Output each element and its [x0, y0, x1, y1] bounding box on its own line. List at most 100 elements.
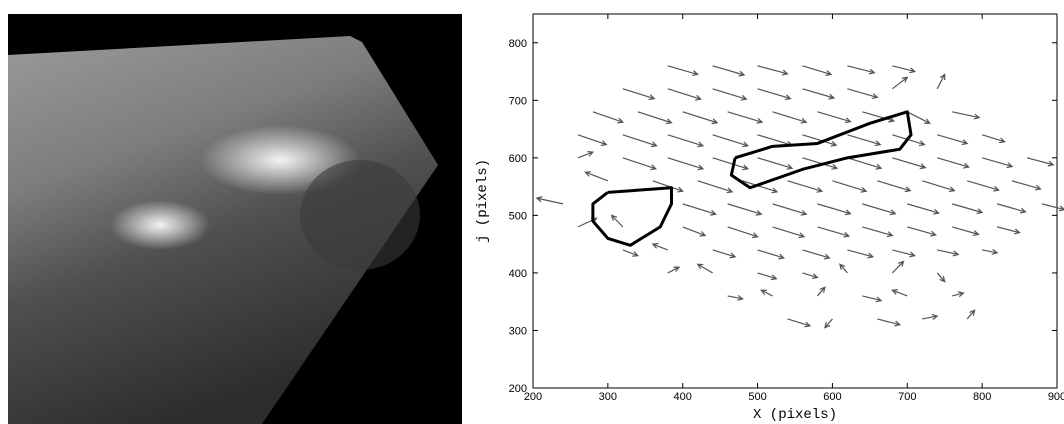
x-tick-label: 500	[748, 391, 766, 403]
arrow	[802, 272, 819, 280]
arrow	[727, 111, 764, 124]
arrow	[802, 65, 833, 76]
arrow	[907, 111, 931, 124]
arrow	[727, 203, 763, 216]
arrow	[757, 157, 794, 170]
arrow	[839, 263, 848, 274]
arrow	[877, 318, 902, 327]
arrow	[667, 157, 705, 171]
arrow	[727, 226, 759, 239]
x-tick-label: 700	[898, 391, 916, 403]
arrow	[682, 111, 719, 125]
arrow	[757, 272, 778, 281]
y-tick-label: 600	[509, 153, 527, 165]
arrow	[577, 134, 608, 146]
arrow	[832, 180, 868, 193]
y-tick-label: 500	[509, 210, 527, 222]
arrow	[862, 226, 894, 238]
arrow	[712, 134, 750, 148]
arrow	[667, 134, 705, 148]
arrow	[682, 203, 717, 216]
arrow	[802, 134, 838, 147]
arrow	[727, 294, 744, 301]
arrow	[584, 171, 609, 182]
arrow	[667, 88, 702, 101]
arrow	[651, 243, 668, 251]
arrow	[996, 226, 1021, 235]
x-tick-label: 300	[599, 391, 617, 403]
arrow	[535, 196, 564, 205]
arrow	[847, 249, 875, 259]
x-tick-label: 200	[524, 391, 542, 403]
photo-shadow	[300, 160, 420, 270]
arrow	[772, 203, 808, 216]
arrow	[787, 180, 824, 193]
arrow	[907, 203, 941, 215]
y-tick-label: 800	[509, 38, 527, 50]
arrow	[967, 180, 1000, 192]
x-tick-label: 400	[674, 391, 692, 403]
arrow	[622, 88, 656, 101]
arrow	[891, 289, 908, 297]
arrow	[682, 226, 707, 237]
arrow	[877, 180, 912, 193]
arrow	[892, 157, 927, 170]
x-tick-label: 900	[1048, 391, 1064, 403]
arrow	[697, 180, 734, 194]
arrow	[1041, 203, 1064, 212]
arrow	[847, 157, 883, 170]
arrow	[996, 203, 1027, 214]
y-tick-label: 400	[509, 268, 527, 280]
arrow	[637, 111, 673, 125]
arrow	[922, 313, 939, 320]
arrow	[824, 318, 833, 329]
contour	[591, 186, 673, 247]
arrow	[982, 248, 999, 255]
arrow	[802, 249, 831, 260]
arrow	[757, 249, 786, 260]
arrow	[787, 318, 812, 328]
arrow	[952, 291, 965, 298]
arrow	[712, 249, 737, 259]
arrow	[937, 157, 970, 169]
arrow	[742, 180, 779, 194]
y-axis-label: j (pixels)	[475, 159, 491, 243]
arrow	[817, 203, 852, 216]
arrow	[802, 88, 836, 100]
arrow	[862, 295, 883, 303]
arrow	[712, 157, 750, 171]
arrow	[712, 88, 748, 101]
x-axis-label: X (pixels)	[753, 407, 837, 423]
arrow	[862, 203, 897, 216]
arrow	[592, 111, 625, 124]
arrow	[981, 134, 1006, 144]
arrow	[802, 157, 839, 170]
arrow	[757, 65, 789, 76]
y-tick-label: 300	[509, 325, 527, 337]
arrow	[1011, 180, 1042, 191]
arrow	[937, 249, 960, 257]
arrow	[760, 289, 773, 297]
arrow	[892, 249, 917, 258]
plot-area: 200 300 400 500 600 700 800 900 200 300 400 500 600 7…	[509, 14, 1064, 403]
arrow	[862, 111, 896, 123]
arrow	[610, 214, 624, 228]
y-tick-label: 200	[509, 383, 527, 395]
arrow	[667, 266, 681, 274]
arrow	[847, 65, 876, 75]
arrow	[1026, 157, 1055, 167]
arrow	[922, 180, 956, 193]
arrow	[892, 65, 917, 74]
photo-panel	[8, 14, 462, 424]
arrow	[772, 226, 806, 239]
arrow	[712, 65, 746, 77]
y-tick-label: 700	[509, 95, 527, 107]
arrow	[622, 134, 658, 148]
arrow	[817, 226, 851, 238]
arrow	[907, 226, 938, 237]
arrow	[936, 272, 946, 283]
arrow	[936, 73, 946, 90]
arrow	[667, 65, 699, 77]
arrow	[847, 88, 879, 100]
